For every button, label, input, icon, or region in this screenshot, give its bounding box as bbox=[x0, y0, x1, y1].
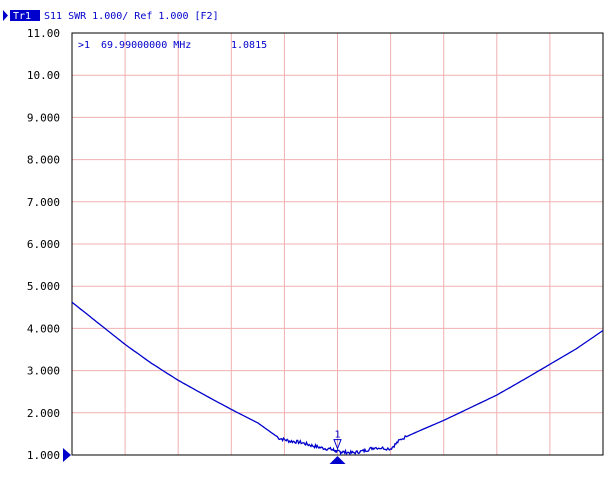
plot-frame bbox=[71, 32, 604, 456]
y-tick-label: 6.000 bbox=[27, 238, 60, 251]
marker-readout: >1 69.99000000 MHz 1.0815 bbox=[78, 40, 267, 51]
marker-1[interactable]: 1 bbox=[333, 430, 342, 451]
y-tick-label: 3.000 bbox=[27, 365, 60, 378]
active-trace-arrow-icon bbox=[3, 10, 8, 21]
trace-label: S11 SWR 1.000/ Ref 1.000 [F2] bbox=[44, 11, 219, 22]
marker-flag-label: 1 bbox=[334, 430, 340, 441]
y-tick-label: 10.00 bbox=[27, 69, 60, 82]
marker-frequency: 69.99000000 MHz bbox=[101, 40, 191, 51]
marker-value: 1.0815 bbox=[231, 40, 267, 51]
grid bbox=[72, 33, 603, 455]
y-axis-ticks: 11.00 10.00 9.000 8.000 7.000 6.000 5.000 4.000… bbox=[27, 27, 60, 462]
reference-level-arrow-icon[interactable] bbox=[63, 448, 71, 462]
trace-tag: Tr1 bbox=[13, 11, 31, 22]
trace-line bbox=[71, 301, 604, 456]
y-tick-label: 11.00 bbox=[27, 27, 60, 40]
marker-id: >1 bbox=[78, 40, 90, 51]
stimulus-marker-arrow-icon[interactable] bbox=[329, 456, 346, 464]
marker-triangle-icon bbox=[333, 439, 342, 451]
y-tick-label: 5.000 bbox=[27, 280, 60, 293]
trace-tag-background bbox=[10, 10, 40, 21]
y-tick-label: 2.000 bbox=[27, 407, 60, 420]
y-tick-label: 9.000 bbox=[27, 111, 60, 124]
y-tick-label: 1.000 bbox=[27, 449, 60, 462]
y-tick-label: 4.000 bbox=[27, 322, 60, 335]
trace-header[interactable]: Tr1 S11 SWR 1.000/ Ref 1.000 [F2] bbox=[3, 10, 219, 22]
y-tick-label: 8.000 bbox=[27, 154, 60, 167]
y-tick-label: 7.000 bbox=[27, 196, 60, 209]
